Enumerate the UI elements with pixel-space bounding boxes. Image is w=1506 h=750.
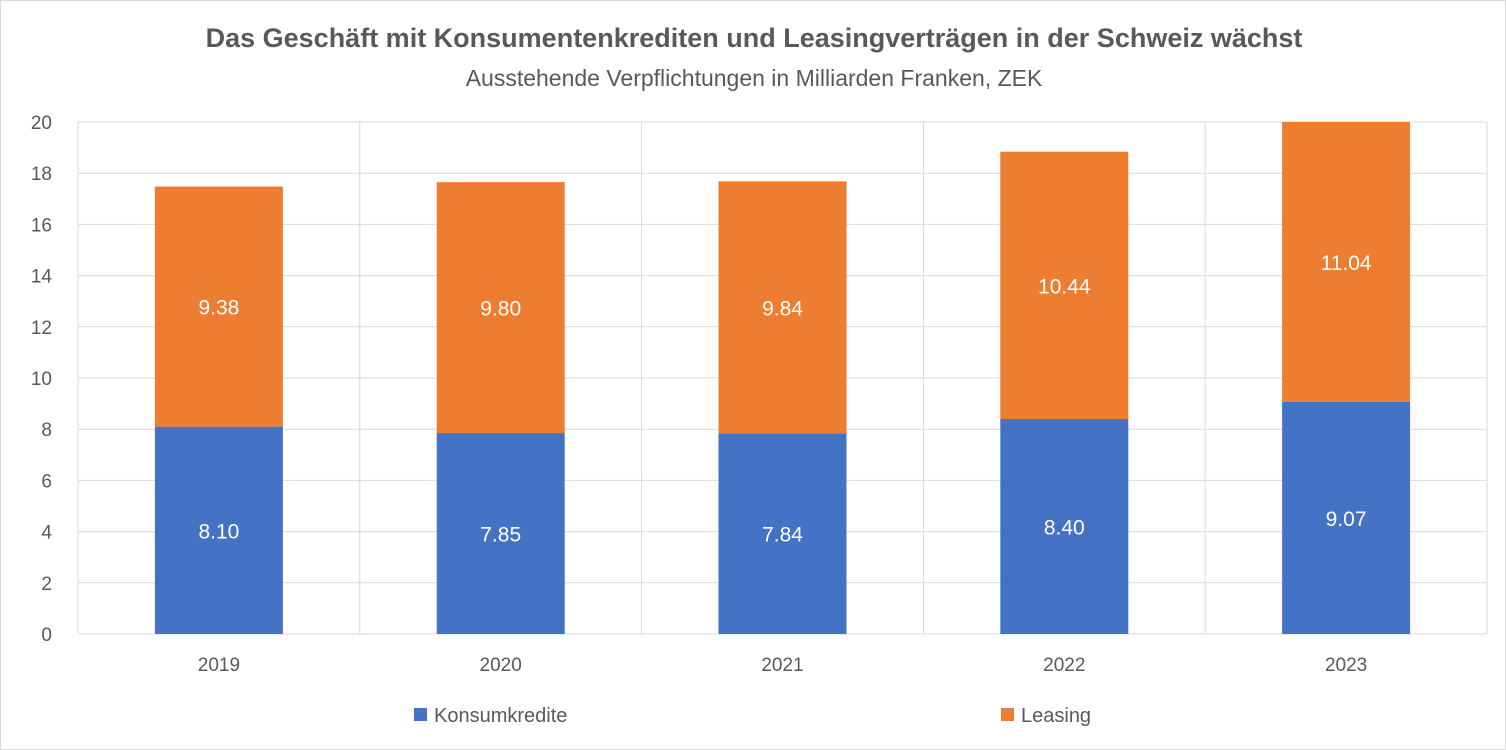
data-label-konsumkredite-2020: 7.85: [480, 524, 521, 547]
legend-label-leasing: Leasing: [1021, 705, 1091, 727]
bar-leasing-2022: [1000, 151, 1129, 419]
y-tick-label-1: 2: [41, 574, 52, 595]
legend-swatch-leasing: [1001, 708, 1014, 721]
y-tick-label-2: 4: [41, 523, 52, 544]
x-tick-label-2019: 2019: [198, 655, 240, 676]
chart-title: Das Geschäft mit Konsumentenkrediten und…: [205, 23, 1303, 53]
bar-leasing-2023: [1282, 122, 1411, 402]
y-tick-label-10: 20: [31, 113, 52, 134]
data-label-leasing-2023: 11.04: [1321, 252, 1372, 275]
y-tick-label-5: 10: [31, 369, 52, 390]
y-tick-label-7: 14: [31, 267, 53, 288]
bar-konsumkredite-2020: [436, 433, 565, 634]
data-label-konsumkredite-2021: 7.84: [762, 524, 803, 547]
data-label-leasing-2021: 9.84: [762, 297, 803, 320]
bar-leasing-2019: [154, 186, 283, 427]
bar-leasing-2021: [718, 181, 847, 434]
bar-konsumkredite-2022: [1000, 418, 1129, 634]
bar-konsumkredite-2019: [154, 426, 283, 634]
data-label-konsumkredite-2023: 9.07: [1326, 508, 1367, 531]
data-label-leasing-2019: 9.38: [198, 297, 239, 320]
data-label-konsumkredite-2022: 8.40: [1044, 516, 1085, 539]
bar-leasing-2020: [436, 182, 565, 434]
x-tick-label-2021: 2021: [761, 655, 803, 676]
x-tick-label-2023: 2023: [1325, 655, 1367, 676]
data-label-konsumkredite-2019: 8.10: [198, 520, 239, 543]
bar-konsumkredite-2023: [1282, 401, 1411, 634]
y-tick-label-6: 12: [31, 318, 52, 339]
data-label-leasing-2020: 9.80: [480, 298, 521, 321]
x-tick-label-2020: 2020: [480, 655, 522, 676]
y-tick-label-9: 18: [31, 164, 52, 185]
y-tick-label-0: 0: [41, 625, 52, 646]
bar-konsumkredite-2021: [718, 433, 847, 634]
x-tick-label-2022: 2022: [1043, 655, 1085, 676]
y-tick-label-3: 6: [41, 471, 52, 492]
y-tick-label-4: 8: [41, 420, 52, 441]
y-tick-label-8: 16: [31, 215, 52, 236]
data-label-leasing-2022: 10.44: [1038, 275, 1091, 298]
legend-swatch-konsumkredite: [414, 708, 427, 721]
legend-label-konsumkredite: Konsumkredite: [434, 705, 567, 727]
chart-subtitle: Ausstehende Verpflichtungen in Milliarde…: [465, 65, 1043, 91]
